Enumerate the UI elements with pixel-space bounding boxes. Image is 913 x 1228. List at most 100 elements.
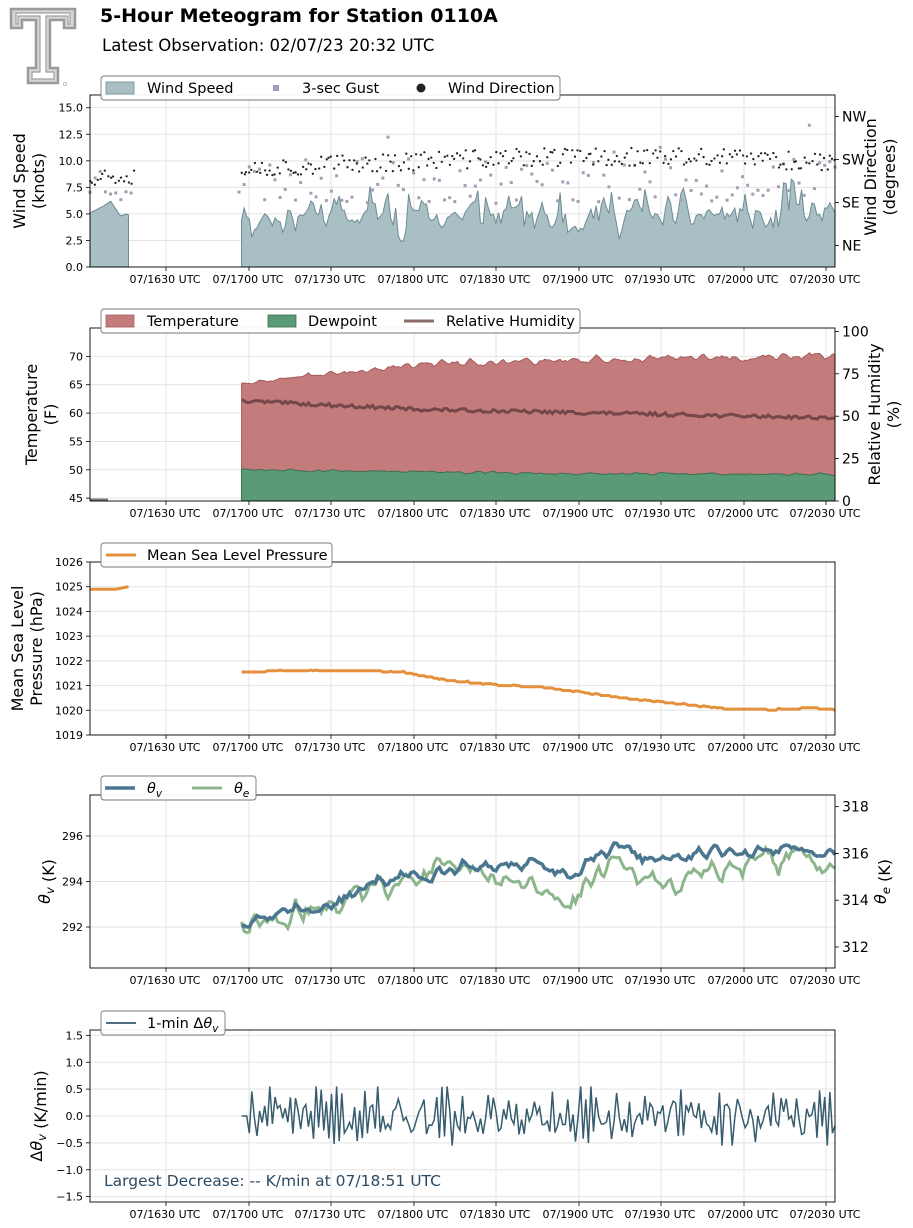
wind-direction-point	[466, 167, 469, 170]
gust-point	[525, 164, 529, 168]
gust-point	[679, 198, 683, 202]
wind-direction-point	[830, 157, 834, 160]
wind-x-tick-label: 07/1800 UTC	[377, 273, 448, 286]
wind-direction-point	[728, 153, 732, 156]
wind-direction-point	[662, 161, 665, 165]
wind-direction-point	[265, 173, 269, 176]
gust-point	[566, 181, 570, 185]
wind-direction-point	[787, 150, 790, 153]
gust-point	[556, 199, 560, 203]
wind-direction-point	[348, 159, 351, 162]
gust-point	[812, 187, 816, 191]
wind-direction-point	[103, 169, 106, 172]
wind-direction-point	[592, 163, 595, 166]
pressure-y-tick-label: 1021	[55, 680, 83, 693]
wind-direction-point	[430, 156, 433, 159]
wind-direction-point	[247, 171, 251, 174]
gust-point	[324, 199, 328, 203]
dtheta-x-tick-label: 07/1630 UTC	[129, 1208, 200, 1221]
theta-y2-tick-label: 312	[842, 940, 869, 956]
pressure-y-tick-label: 1023	[55, 630, 83, 643]
wind-direction-point	[389, 160, 392, 163]
gust-point	[124, 190, 128, 194]
gust-point	[109, 192, 113, 196]
wind-direction-point	[811, 159, 814, 163]
wind-direction-point	[685, 161, 688, 164]
legend-entry: Wind Speed	[147, 81, 234, 97]
temp-y2-tick-label: 0	[842, 494, 851, 510]
wind-direction-point	[341, 154, 344, 157]
gust-point	[329, 189, 333, 193]
gust-point	[319, 176, 323, 180]
wind-direction-point	[353, 159, 356, 162]
gust-point	[776, 185, 780, 189]
theta-x-tick-label: 07/1930 UTC	[624, 974, 695, 987]
wind-direction-point	[645, 149, 649, 152]
wind-direction-point	[462, 157, 465, 160]
wind-direction-point	[510, 159, 513, 163]
gust-point	[258, 167, 262, 171]
gust-point	[453, 200, 457, 204]
wind-direction-point	[782, 162, 785, 166]
wind-direction-point	[473, 149, 477, 152]
temp-y-tick-label: 45	[69, 492, 83, 505]
theta-x-tick-label: 07/1630 UTC	[129, 974, 200, 987]
wind-direction-point	[641, 162, 644, 165]
gust-point	[607, 185, 611, 189]
wind-direction-point	[579, 149, 582, 153]
texas-tech-logo-icon	[9, 7, 77, 86]
legend-entry: 1-min Δθv	[147, 1016, 219, 1035]
gust-point	[283, 187, 287, 191]
wind-direction-point	[101, 172, 104, 176]
wind-y-tick-label: 12.5	[59, 128, 84, 141]
wind-direction-point	[790, 168, 793, 171]
pressure-line-early	[90, 585, 129, 591]
wind-direction-point	[766, 153, 769, 156]
wind-direction-point	[301, 165, 305, 169]
dtheta-y-tick-label: −1.5	[56, 1191, 83, 1204]
gust-point	[771, 165, 775, 169]
wind-direction-point	[260, 161, 264, 165]
wind-direction-point	[287, 168, 290, 171]
gust-point	[571, 198, 575, 202]
observation-subtitle: Latest Observation: 02/07/23 20:32 UTC	[102, 36, 435, 55]
gust-point	[98, 170, 102, 174]
wind-direction-point	[818, 153, 822, 156]
wind-direction-point	[725, 162, 728, 165]
wind-direction-point	[654, 149, 657, 152]
wind-x-tick-label: 07/1700 UTC	[212, 273, 283, 286]
wind-direction-point	[256, 170, 259, 173]
wind-direction-point	[607, 158, 610, 161]
wind-direction-point	[576, 149, 579, 152]
wind-direction-point	[512, 157, 515, 160]
gust-point	[443, 198, 447, 202]
wind-x-tick-label: 07/1930 UTC	[624, 273, 695, 286]
plot-border	[89, 561, 836, 736]
wind-direction-point	[535, 155, 539, 158]
wind-direction-point	[484, 165, 488, 169]
wind-y-tick-label: 0.0	[66, 261, 84, 274]
gust-point	[381, 176, 385, 180]
wind-direction-point	[333, 167, 336, 170]
wind-direction-point	[407, 167, 410, 170]
legend-entry: Relative Humidity	[446, 314, 575, 330]
pressure-y-tick-label: 1025	[55, 581, 83, 594]
theta-y-tick-label: 292	[62, 921, 83, 934]
wind-direction-point	[682, 163, 686, 166]
wind-direction-point	[585, 156, 588, 160]
gust-point	[592, 161, 596, 165]
wind-direction-point	[785, 168, 788, 171]
wind-direction-point	[610, 163, 613, 166]
wind-direction-point	[397, 164, 401, 168]
wind-direction-point	[553, 148, 556, 152]
pressure-y-tick-label: 1020	[55, 704, 83, 717]
theta-x-tick-label: 07/2000 UTC	[707, 974, 778, 987]
wind-direction-point	[391, 169, 395, 173]
gust-point	[751, 192, 755, 196]
wind-direction-point	[305, 168, 308, 171]
dtheta-y-label: Δθv (K/min)	[27, 1070, 50, 1161]
wind-direction-point	[379, 166, 382, 169]
wind-x-tick-label: 07/1730 UTC	[294, 273, 365, 286]
wind-direction-point	[448, 163, 452, 167]
